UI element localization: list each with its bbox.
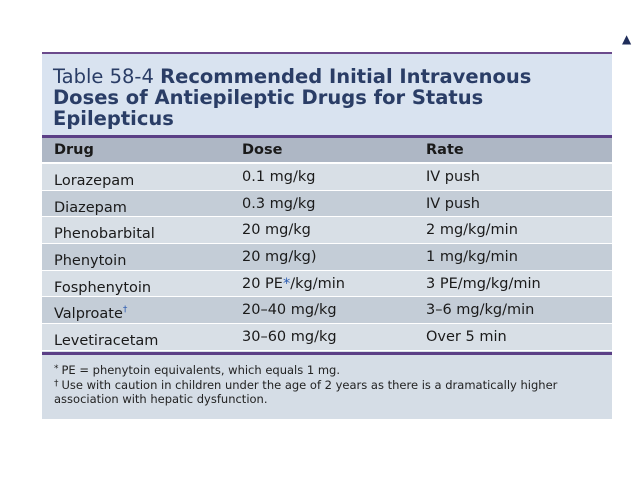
table-label: Table 58-4 — [53, 65, 154, 88]
dose-cell: 20–40 mg/kg — [242, 302, 337, 319]
table-header-row: Drug Dose Rate — [42, 138, 612, 164]
drug-cell: Fosphenytoin — [54, 279, 152, 296]
column-header-dose: Dose — [242, 142, 283, 158]
table-row: Diazepam 0.3 mg/kg IV push — [42, 190, 612, 218]
dose-cell: 20 PE*/kg/min — [242, 275, 345, 292]
header-top-rule — [42, 135, 612, 138]
table-row: Phenytoin 20 mg/kg) 1 mg/kg/min — [42, 244, 612, 271]
rate-cell: IV push — [426, 169, 480, 185]
column-header-drug: Drug — [54, 142, 94, 158]
table-row: Phenobarbital 20 mg/kg 2 mg/kg/min — [42, 217, 612, 245]
drug-cell: Lorazepam — [54, 173, 135, 189]
dose-table: Drug Dose Rate Lorazepam 0.1 mg/kg IV pu… — [42, 138, 612, 351]
dose-cell: 0.1 mg/kg — [242, 169, 316, 185]
table-panel: Table 58-4 Recommended Initial Intraveno… — [42, 52, 612, 419]
rate-cell: 3 PE/mg/kg/min — [426, 275, 541, 292]
table-title-block: Table 58-4 Recommended Initial Intraveno… — [42, 52, 612, 135]
rate-cell: IV push — [426, 195, 480, 212]
footnote-valproate: † Use with caution in children under the … — [54, 378, 558, 406]
column-header-rate: Rate — [426, 142, 464, 158]
drug-cell: Phenobarbital — [54, 226, 155, 243]
dose-cell: 0.3 mg/kg — [242, 195, 316, 212]
table-row: Levetiracetam 30–60 mg/kg Over 5 min — [42, 324, 612, 351]
table-title: Table 58-4 Recommended Initial Intraveno… — [53, 66, 598, 129]
table-row: Lorazepam 0.1 mg/kg IV push — [42, 164, 612, 191]
rate-cell: 1 mg/kg/min — [426, 249, 518, 266]
drug-cell: Phenytoin — [54, 253, 127, 270]
dose-cell: 30–60 mg/kg — [242, 329, 337, 346]
table-row: Valproate† 20–40 mg/kg 3–6 mg/kg/min — [42, 297, 612, 325]
table-title-text: Recommended Initial Intravenous Doses of… — [53, 65, 532, 130]
drug-cell: Valproate† — [54, 305, 128, 323]
table-footnotes: * PE = phenytoin equivalents, which equal… — [54, 362, 606, 406]
corner-arrow-icon: ▲ — [622, 32, 632, 46]
rate-cell: Over 5 min — [426, 329, 507, 346]
dose-cell: 20 mg/kg) — [242, 249, 317, 266]
table-row: Fosphenytoin 20 PE*/kg/min 3 PE/mg/kg/mi… — [42, 270, 612, 298]
footnote-pe: * PE = phenytoin equivalents, which equal… — [54, 363, 341, 377]
rate-cell: 2 mg/kg/min — [426, 222, 518, 239]
table-bottom-rule — [42, 352, 612, 355]
drug-cell: Levetiracetam — [54, 333, 159, 350]
dose-cell: 20 mg/kg — [242, 222, 311, 239]
rate-cell: 3–6 mg/kg/min — [426, 302, 535, 319]
drug-cell: Diazepam — [54, 199, 127, 216]
